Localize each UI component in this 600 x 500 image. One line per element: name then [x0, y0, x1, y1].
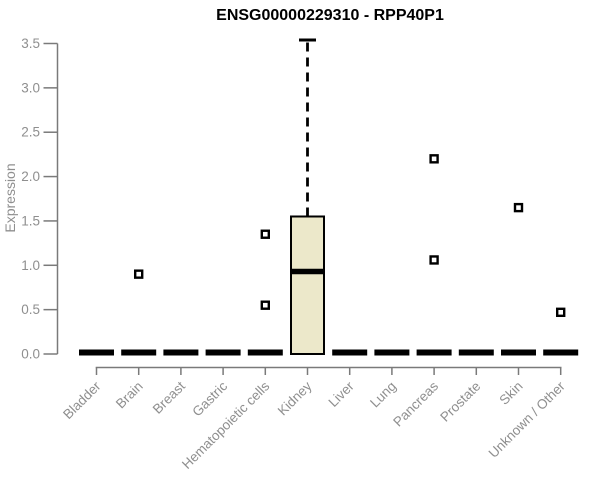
outlier-point-hematopoietic-cells: [260, 229, 270, 239]
y-tick-label: 3.0: [21, 80, 40, 95]
x-tick-label-gastric: Gastric: [189, 378, 230, 419]
x-tick-label-kidney: Kidney: [275, 378, 315, 418]
outlier-point-pancreas: [429, 154, 439, 164]
plot-canvas: 0.0 0.5 1.0 1.5 2.0 2.5 3.0 3.5 Expression Bladde…: [2, 36, 579, 472]
x-tick-label-unknown-other: Unknown / Other: [486, 378, 569, 461]
x-tick-label-bladder: Bladder: [60, 378, 104, 422]
y-tick-label: 1.0: [21, 258, 40, 273]
x-tick-label-prostate: Prostate: [437, 379, 483, 425]
x-tick-label-skin: Skin: [496, 379, 525, 408]
y-tick-label: 1.5: [21, 213, 40, 228]
outlier-point-skin: [513, 202, 524, 213]
y-tick-label: 2.5: [21, 125, 40, 140]
x-tick-label-pancreas: Pancreas: [390, 378, 441, 429]
x-tick-label-lung: Lung: [367, 379, 399, 411]
y-tick-label: 0.5: [21, 302, 40, 317]
outlier-point-brain: [133, 269, 144, 279]
y-tick-label: 2.0: [21, 169, 40, 184]
box-kidney: [290, 215, 325, 355]
x-tick-label-brain: Brain: [113, 379, 146, 412]
outlier-point-unknown-other: [556, 307, 566, 318]
y-tick-label: 0.0: [21, 347, 40, 362]
outlier-point-pancreas: [429, 255, 439, 265]
x-tick-label-breast: Breast: [150, 378, 188, 416]
outlier-point-hematopoietic-cells: [260, 300, 270, 310]
y-axis-title: Expression: [2, 163, 18, 232]
x-tick-label-liver: Liver: [326, 378, 358, 410]
chart-title: ENSG00000229310 - RPP40P1: [216, 7, 444, 24]
y-tick-label: 3.5: [21, 36, 40, 51]
